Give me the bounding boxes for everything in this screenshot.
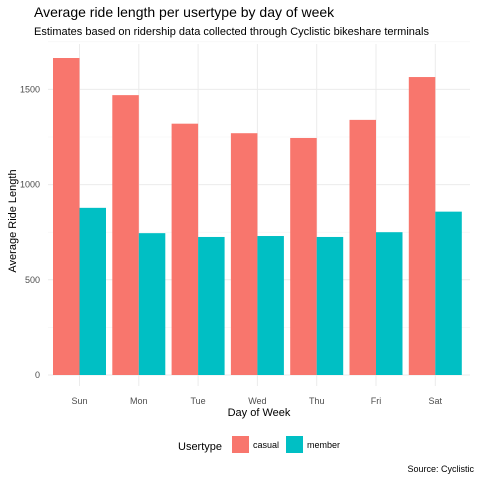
bar-casual-sat bbox=[408, 77, 436, 376]
x-tick-label: Fri bbox=[371, 396, 382, 406]
x-tick-label: Sat bbox=[429, 396, 443, 406]
bar-casual-tue bbox=[171, 123, 199, 375]
bar-casual-wed bbox=[230, 133, 258, 375]
x-tick-label: Sun bbox=[71, 396, 87, 406]
x-tick-label: Wed bbox=[248, 396, 266, 406]
legend-title: Usertype bbox=[178, 441, 222, 453]
x-axis-ticks: Sun Mon Tue Wed Thu Fri Sat bbox=[71, 396, 442, 406]
bar-casual-thu bbox=[290, 137, 317, 375]
bar-member-thu bbox=[316, 236, 344, 375]
bar-member-sun bbox=[79, 207, 106, 375]
bar-member-tue bbox=[198, 236, 225, 375]
bar-casual-mon bbox=[112, 95, 139, 375]
chart-subtitle: Estimates based on ridership data collec… bbox=[34, 26, 429, 38]
bar-member-sat bbox=[435, 211, 462, 375]
chart-caption: Source: Cyclistic bbox=[407, 464, 474, 474]
bar-casual-sun bbox=[53, 58, 80, 375]
y-tick-label: 1000 bbox=[20, 180, 40, 190]
y-tick-label: 1500 bbox=[20, 84, 40, 94]
chart-title: Average ride length per usertype by day … bbox=[34, 4, 335, 20]
legend-label-casual: casual bbox=[253, 440, 279, 450]
bar-casual-fri bbox=[349, 119, 376, 375]
y-axis-ticks: 0 500 1000 1500 bbox=[20, 84, 40, 380]
legend-label-member: member bbox=[307, 440, 340, 450]
bar-member-mon bbox=[138, 233, 166, 375]
y-axis-title: Average Ride Length bbox=[7, 169, 19, 272]
bar-member-wed bbox=[257, 236, 284, 375]
bar-member-fri bbox=[376, 232, 403, 375]
legend-key-member bbox=[286, 436, 303, 453]
x-tick-label: Tue bbox=[191, 396, 206, 406]
x-tick-label: Mon bbox=[130, 396, 148, 406]
bars bbox=[53, 58, 462, 376]
y-tick-label: 0 bbox=[35, 370, 40, 380]
x-axis-title: Day of Week bbox=[228, 407, 291, 419]
x-tick-label: Thu bbox=[309, 396, 325, 406]
y-tick-label: 500 bbox=[25, 275, 40, 285]
legend: Usertype casual member bbox=[178, 436, 340, 453]
legend-key-casual bbox=[232, 436, 249, 453]
